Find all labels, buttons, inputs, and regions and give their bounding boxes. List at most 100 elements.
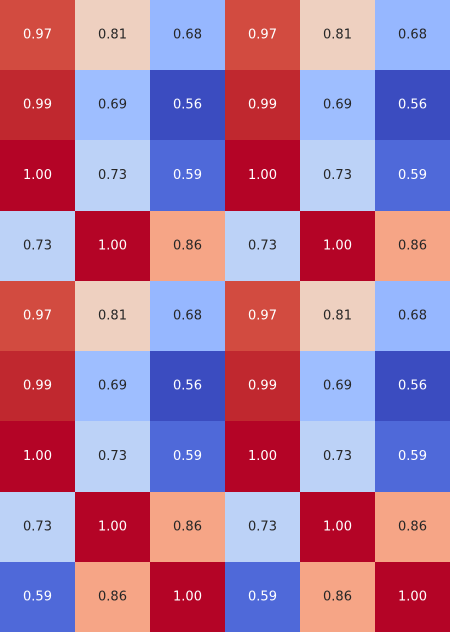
- heatmap-cell-label-r5-c5: 0.56: [398, 379, 427, 394]
- heatmap-cell-r5-c1: [75, 351, 150, 421]
- heatmap-cell-r8-c4: [300, 562, 375, 632]
- heatmap-cell-r1-c3: [225, 70, 300, 140]
- heatmap-cell-r4-c5: [375, 281, 450, 351]
- heatmap-cell-label-r3-c2: 0.86: [173, 239, 202, 254]
- heatmap-cell-label-r3-c5: 0.86: [398, 239, 427, 254]
- heatmap-cell-label-r4-c5: 0.68: [398, 309, 427, 324]
- heatmap-cell-r0-c2: [150, 0, 225, 70]
- heatmap-cell-label-r4-c4: 0.81: [323, 309, 352, 324]
- heatmap-cell-label-r6-c0: 1.00: [23, 449, 52, 464]
- heatmap-cell-label-r5-c3: 0.99: [248, 379, 277, 394]
- heatmap-cell-r2-c0: [0, 140, 75, 211]
- heatmap-cell-label-r8-c3: 0.59: [248, 590, 277, 605]
- heatmap-cell-r6-c4: [300, 421, 375, 492]
- heatmap-cell-label-r1-c5: 0.56: [398, 98, 427, 113]
- heatmap-cell-r4-c3: [225, 281, 300, 351]
- heatmap-cell-r2-c5: [375, 140, 450, 211]
- heatmap-cell-r7-c5: [375, 492, 450, 562]
- heatmap-cell-r1-c2: [150, 70, 225, 140]
- heatmap-cell-r8-c2: [150, 562, 225, 632]
- heatmap-cell-label-r5-c0: 0.99: [23, 379, 52, 394]
- heatmap-cell-label-r0-c5: 0.68: [398, 28, 427, 43]
- heatmap-cell-r7-c3: [225, 492, 300, 562]
- heatmap-cell-r1-c5: [375, 70, 450, 140]
- heatmap-cell-r3-c1: [75, 211, 150, 281]
- heatmap-cell-label-r0-c2: 0.68: [173, 28, 202, 43]
- heatmap-cell-r6-c1: [75, 421, 150, 492]
- heatmap-cell-label-r6-c5: 0.59: [398, 449, 427, 464]
- heatmap-cell-label-r8-c1: 0.86: [98, 590, 127, 605]
- heatmap-cell-r6-c0: [0, 421, 75, 492]
- heatmap-cell-r4-c1: [75, 281, 150, 351]
- heatmap-cell-r8-c0: [0, 562, 75, 632]
- heatmap-cell-r4-c0: [0, 281, 75, 351]
- heatmap-cell-label-r7-c0: 0.73: [23, 520, 52, 535]
- heatmap-cell-r2-c4: [300, 140, 375, 211]
- heatmap-cell-r6-c3: [225, 421, 300, 492]
- heatmap-cell-label-r0-c4: 0.81: [323, 28, 352, 43]
- heatmap-cell-label-r6-c3: 1.00: [248, 449, 277, 464]
- heatmap-cell-label-r6-c4: 0.73: [323, 449, 352, 464]
- heatmap-cell-label-r3-c1: 1.00: [98, 239, 127, 254]
- heatmap-cell-label-r1-c1: 0.69: [98, 98, 127, 113]
- heatmap-cell-r0-c3: [225, 0, 300, 70]
- heatmap-cell-r3-c5: [375, 211, 450, 281]
- heatmap-cell-label-r2-c1: 0.73: [98, 168, 127, 183]
- heatmap-cell-label-r5-c2: 0.56: [173, 379, 202, 394]
- heatmap-cell-r7-c4: [300, 492, 375, 562]
- heatmap-cell-label-r5-c1: 0.69: [98, 379, 127, 394]
- heatmap-cell-r8-c3: [225, 562, 300, 632]
- heatmap-cell-r2-c3: [225, 140, 300, 211]
- heatmap-cell-r3-c3: [225, 211, 300, 281]
- heatmap-cell-label-r2-c2: 0.59: [173, 168, 202, 183]
- heatmap-cell-label-r4-c1: 0.81: [98, 309, 127, 324]
- heatmap-cell-label-r7-c2: 0.86: [173, 520, 202, 535]
- heatmap-cell-label-r8-c5: 1.00: [398, 590, 427, 605]
- heatmap-cell-r3-c4: [300, 211, 375, 281]
- heatmap-cell-r2-c2: [150, 140, 225, 211]
- heatmap-cell-label-r0-c0: 0.97: [23, 28, 52, 43]
- heatmap-cell-label-r1-c0: 0.99: [23, 98, 52, 113]
- heatmap-cell-r7-c2: [150, 492, 225, 562]
- heatmap-cell-label-r3-c3: 0.73: [248, 239, 277, 254]
- heatmap-cell-r4-c2: [150, 281, 225, 351]
- heatmap-cell-r1-c0: [0, 70, 75, 140]
- heatmap-cell-r5-c3: [225, 351, 300, 421]
- heatmap-cell-r4-c4: [300, 281, 375, 351]
- heatmap-cell-label-r7-c3: 0.73: [248, 520, 277, 535]
- heatmap-cell-r3-c2: [150, 211, 225, 281]
- heatmap-cell-label-r4-c0: 0.97: [23, 309, 52, 324]
- heatmap-cell-r0-c0: [0, 0, 75, 70]
- heatmap-cell-label-r0-c1: 0.81: [98, 28, 127, 43]
- heatmap-cell-label-r8-c4: 0.86: [323, 590, 352, 605]
- heatmap-cell-r2-c1: [75, 140, 150, 211]
- heatmap-cell-r1-c4: [300, 70, 375, 140]
- heatmap-cell-r7-c1: [75, 492, 150, 562]
- heatmap-cell-label-r2-c4: 0.73: [323, 168, 352, 183]
- heatmap-labels: 0.97 0.81 0.68 0.97 0.81 0.68 0.99 0.69 0.56 0.99…: [23, 28, 427, 605]
- heatmap-cell-r0-c1: [75, 0, 150, 70]
- heatmap-cell-label-r3-c0: 0.73: [23, 239, 52, 254]
- heatmap-cell-label-r7-c1: 1.00: [98, 520, 127, 535]
- heatmap-cell-label-r7-c4: 1.00: [323, 520, 352, 535]
- heatmap-cell-label-r2-c5: 0.59: [398, 168, 427, 183]
- heatmap-cell-label-r4-c2: 0.68: [173, 309, 202, 324]
- heatmap-cell-r8-c1: [75, 562, 150, 632]
- heatmap-cell-label-r1-c3: 0.99: [248, 98, 277, 113]
- heatmap-cell-label-r6-c2: 0.59: [173, 449, 202, 464]
- heatmap-cell-label-r5-c4: 0.69: [323, 379, 352, 394]
- heatmap-cell-label-r7-c5: 0.86: [398, 520, 427, 535]
- heatmap-cell-label-r0-c3: 0.97: [248, 28, 277, 43]
- heatmap-cell-label-r8-c0: 0.59: [23, 590, 52, 605]
- heatmap-cell-label-r1-c2: 0.56: [173, 98, 202, 113]
- heatmap-cell-label-r4-c3: 0.97: [248, 309, 277, 324]
- heatmap-cell-r5-c2: [150, 351, 225, 421]
- heatmap-cell-label-r3-c4: 1.00: [323, 239, 352, 254]
- heatmap-cell-r5-c5: [375, 351, 450, 421]
- heatmap-cell-r7-c0: [0, 492, 75, 562]
- heatmap-cell-r8-c5: [375, 562, 450, 632]
- heatmap-cell-r6-c2: [150, 421, 225, 492]
- heatmap-cell-r5-c4: [300, 351, 375, 421]
